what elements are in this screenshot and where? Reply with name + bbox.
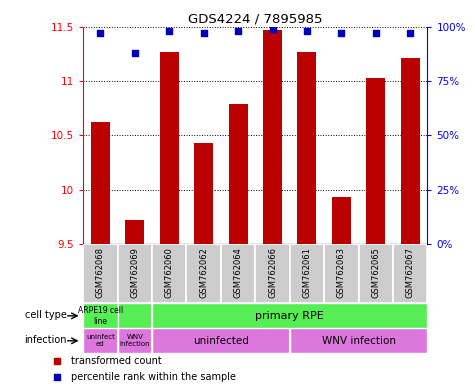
Bar	[366, 78, 385, 244]
Bar	[324, 244, 359, 303]
Bar	[152, 303, 428, 328]
Bar	[83, 244, 118, 303]
Bar	[228, 104, 247, 244]
Text: primary RPE: primary RPE	[256, 311, 324, 321]
Text: ARPE19 cell
line: ARPE19 cell line	[78, 306, 123, 326]
Point	[303, 28, 311, 34]
Bar	[160, 52, 179, 244]
Bar	[297, 52, 316, 244]
Point	[131, 50, 139, 56]
Bar	[152, 328, 290, 353]
Text: uninfect
ed: uninfect ed	[86, 334, 115, 347]
Bar	[221, 244, 256, 303]
Title: GDS4224 / 7895985: GDS4224 / 7895985	[188, 13, 323, 26]
Bar	[118, 328, 152, 353]
Point	[165, 28, 173, 34]
Bar	[194, 143, 213, 244]
Text: GSM762063: GSM762063	[337, 247, 346, 298]
Bar	[83, 303, 118, 328]
Bar	[118, 244, 152, 303]
Bar	[290, 328, 428, 353]
Text: GSM762067: GSM762067	[406, 247, 415, 298]
Point	[269, 26, 276, 32]
Bar	[186, 244, 221, 303]
Bar	[332, 197, 351, 244]
Bar	[83, 328, 118, 353]
Point	[96, 30, 104, 36]
Point	[407, 30, 414, 36]
Text: GSM762069: GSM762069	[130, 247, 139, 298]
Bar	[256, 244, 290, 303]
Text: percentile rank within the sample: percentile rank within the sample	[71, 372, 236, 382]
Text: cell type: cell type	[25, 310, 67, 319]
Text: GSM762061: GSM762061	[303, 247, 312, 298]
Text: GSM762060: GSM762060	[165, 247, 174, 298]
Point	[234, 28, 242, 34]
Bar	[401, 58, 420, 244]
Text: infection: infection	[25, 334, 67, 344]
Text: transformed count: transformed count	[71, 356, 162, 366]
Text: GSM762068: GSM762068	[96, 247, 105, 298]
Point	[200, 30, 208, 36]
Point	[372, 30, 380, 36]
Bar	[290, 244, 324, 303]
Text: GSM762066: GSM762066	[268, 247, 277, 298]
Text: GSM762062: GSM762062	[199, 247, 208, 298]
Bar	[125, 220, 144, 244]
Bar	[91, 122, 110, 244]
Text: GSM762064: GSM762064	[234, 247, 243, 298]
Bar	[263, 30, 282, 244]
Bar	[118, 303, 152, 328]
Bar	[359, 244, 393, 303]
Bar	[393, 244, 428, 303]
Text: WNV
infection: WNV infection	[120, 334, 150, 347]
Bar	[152, 244, 186, 303]
Point	[338, 30, 345, 36]
Text: GSM762065: GSM762065	[371, 247, 380, 298]
Text: WNV infection: WNV infection	[322, 336, 396, 346]
Text: uninfected: uninfected	[193, 336, 249, 346]
